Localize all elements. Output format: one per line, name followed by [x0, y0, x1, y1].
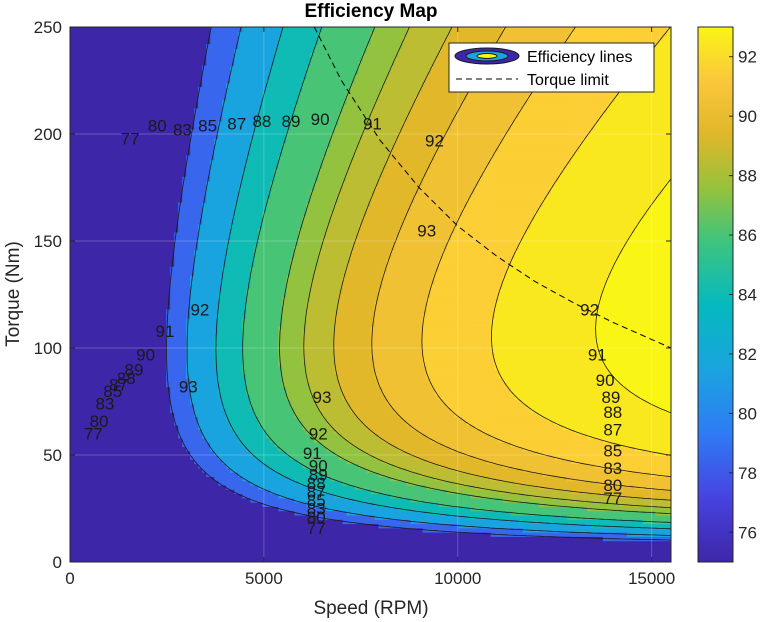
contour-label-10: 93	[417, 221, 436, 240]
contour-line-89	[333, 27, 671, 501]
contour-label-3: 85	[198, 116, 217, 135]
colorbar-tick-label-78: 78	[738, 464, 757, 483]
contour-label-27: 88	[117, 369, 136, 388]
colorbar-tick-label-82: 82	[738, 345, 757, 364]
y-tick-label-100: 100	[34, 339, 62, 358]
x-tick-label-15000: 15000	[628, 569, 675, 588]
y-tick-label-250: 250	[34, 18, 62, 37]
contour-label-40: 83	[603, 459, 622, 478]
contour-label-8: 91	[363, 114, 382, 133]
contour-label-37: 88	[603, 403, 622, 422]
colorbar-tick-label-88: 88	[738, 167, 757, 186]
contour-label-36: 89	[601, 388, 620, 407]
y-tick-label-200: 200	[34, 125, 62, 144]
contour-label-34: 91	[588, 345, 607, 364]
legend-efficiency-icon	[454, 47, 520, 65]
legend: Efficiency lines Torque limit	[448, 42, 655, 93]
colorbar-tick-label-86: 86	[738, 226, 757, 245]
contour-label-28: 87	[109, 375, 128, 394]
x-axis-label: Speed (RPM)	[313, 598, 428, 619]
contour-line-80	[186, 27, 671, 536]
chart-title: Efficiency Map	[304, 1, 437, 22]
contour-label-12: 91	[156, 322, 175, 341]
legend-label-efficiency-lines: Efficiency lines	[527, 49, 633, 66]
contour-label-4: 87	[227, 114, 246, 133]
contour-label-26: 89	[125, 360, 144, 379]
contour-label-7: 90	[311, 110, 330, 129]
contour-label-20: 88	[307, 474, 326, 493]
plot-frame	[69, 26, 672, 563]
colorbar-ticks: 76 78 80 82 84 86 88 90 92	[729, 48, 757, 542]
contour-label-19: 89	[309, 465, 328, 484]
y-tick-label-150: 150	[34, 232, 62, 251]
contour-label-31: 80	[90, 412, 109, 431]
contour-label-16: 92	[309, 425, 328, 444]
y-tick-label-0: 0	[53, 553, 62, 572]
y-axis-label: Torque (Nm)	[3, 241, 24, 347]
legend-label-torque-limit: Torque limit	[527, 72, 609, 89]
y-axis: 0 50 100 150 200 250	[34, 18, 671, 572]
contour-label-35: 90	[596, 371, 615, 390]
contour-label-23: 83	[307, 500, 326, 519]
colorbar-tick-label-92: 92	[738, 48, 757, 67]
contour-label-38: 87	[603, 420, 622, 439]
contour-label-33: 92	[580, 301, 599, 320]
contour-label-18: 90	[309, 457, 328, 476]
colorbar: 76 78 80 82 84 86 88 90 92	[697, 26, 757, 563]
x-tick-label-0: 0	[65, 569, 74, 588]
contour-label-13: 90	[136, 345, 155, 364]
contour-label-2: 83	[173, 121, 192, 140]
contour-label-11: 92	[190, 301, 209, 320]
grid-lines	[70, 27, 671, 562]
contour-fills	[166, 27, 671, 542]
colorbar-gradient	[697, 26, 734, 563]
contour-label-21: 87	[307, 482, 326, 501]
contour-line-88	[303, 27, 671, 509]
contour-label-39: 85	[603, 442, 622, 461]
colorbar-tick-label-90: 90	[738, 107, 757, 126]
colorbar-tick-label-84: 84	[738, 286, 757, 305]
x-tick-label-10000: 10000	[434, 569, 481, 588]
contour-label-42: 77	[603, 489, 622, 508]
torque-limit-series	[70, 27, 671, 349]
contour-label-6: 89	[282, 112, 301, 131]
contour-label-5: 88	[252, 112, 271, 131]
torque-limit-line	[313, 27, 671, 349]
contour-line-77	[166, 27, 671, 541]
y-tick-label-50: 50	[43, 446, 62, 465]
contour-label-32: 77	[84, 425, 103, 444]
contour-line-93	[595, 178, 671, 414]
contour-label-0: 77	[121, 129, 140, 148]
contour-label-24: 80	[307, 508, 326, 527]
contour-label-9: 92	[425, 131, 444, 150]
contour-label-14: 93	[179, 378, 198, 397]
contour-label-30: 83	[95, 395, 114, 414]
contour-label-29: 85	[103, 382, 122, 401]
contour-label-15: 93	[313, 388, 332, 407]
colorbar-tick-label-76: 76	[738, 523, 757, 542]
colorbar-tick-label-80: 80	[738, 404, 757, 423]
contour-label-1: 80	[148, 116, 167, 135]
contour-label-17: 91	[303, 444, 322, 463]
contour-label-25: 77	[307, 519, 326, 538]
x-tick-label-5000: 5000	[245, 569, 283, 588]
contour-label-41: 80	[603, 476, 622, 495]
contour-label-22: 85	[307, 491, 326, 510]
x-axis: 0 5000 10000 15000	[65, 27, 675, 588]
contour-line-87	[279, 27, 671, 514]
contour-line-83	[215, 27, 671, 530]
contour-line-85	[242, 27, 671, 523]
